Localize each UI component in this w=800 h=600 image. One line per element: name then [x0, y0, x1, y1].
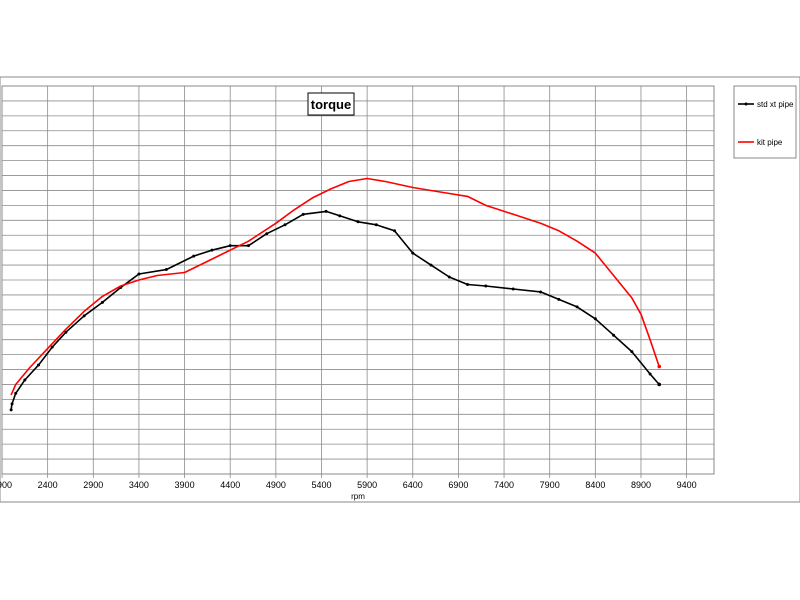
data-point — [64, 330, 68, 334]
data-point — [539, 290, 543, 294]
data-point — [648, 372, 652, 376]
legend-box — [733, 85, 797, 159]
data-point — [265, 232, 269, 236]
data-point — [37, 363, 41, 367]
legend-label: std xt pipe — [757, 100, 794, 109]
data-point — [557, 297, 561, 301]
x-axis-tick-labels: 1900 2400 2900 3400 3900 4400 4900 5400 5900 6400… — [0, 474, 697, 490]
legend-marker — [744, 102, 748, 106]
data-point — [466, 282, 470, 286]
x-tick-label: 6400 — [403, 480, 423, 490]
x-tick-label: 1900 — [0, 480, 12, 490]
series-line — [10, 210, 660, 410]
chart-area-frame — [0, 76, 800, 503]
x-tick-label: 3400 — [129, 480, 149, 490]
plot-area-border — [1, 85, 715, 475]
x-tick-label: 3900 — [175, 480, 195, 490]
data-point — [324, 209, 328, 213]
data-point — [100, 300, 104, 304]
x-tick-label: 7400 — [494, 480, 514, 490]
x-tick-label: 5400 — [311, 480, 331, 490]
x-tick-label: 4900 — [266, 480, 286, 490]
x-tick-label: 4400 — [220, 480, 240, 490]
data-point — [593, 317, 597, 321]
chart-title: torque — [311, 97, 351, 112]
data-point — [82, 314, 86, 318]
data-point — [301, 212, 305, 216]
data-point — [137, 272, 141, 276]
data-point — [164, 268, 168, 272]
data-point — [246, 244, 250, 248]
data-point — [612, 333, 616, 337]
x-tick-label: 5900 — [357, 480, 377, 490]
x-tick-label: 2400 — [38, 480, 58, 490]
data-point — [630, 350, 634, 354]
data-point — [393, 229, 397, 233]
series-end-point — [657, 382, 662, 387]
x-tick-label: 7900 — [540, 480, 560, 490]
data-point — [447, 275, 451, 279]
data-point — [192, 254, 196, 258]
x-tick-label: 8400 — [585, 480, 605, 490]
gridlines — [2, 86, 714, 474]
data-point — [411, 251, 415, 255]
data-point — [23, 378, 27, 382]
data-point — [429, 263, 433, 267]
data-point — [228, 244, 232, 248]
data-point — [484, 284, 488, 288]
chart-title-box — [307, 92, 355, 116]
data-point — [338, 214, 342, 218]
data-point — [575, 305, 579, 309]
data-point — [9, 408, 13, 412]
x-tick-label: 8900 — [631, 480, 651, 490]
series-line — [10, 177, 660, 396]
data-point — [283, 223, 287, 227]
x-tick-label: 2900 — [83, 480, 103, 490]
data-point — [511, 287, 515, 291]
data-point — [210, 248, 214, 252]
data-point — [374, 223, 378, 227]
data-point — [14, 391, 18, 395]
x-axis-title: rpm — [351, 492, 365, 501]
x-tick-label: 9400 — [677, 480, 697, 490]
legend: std xt pipe kit pipe — [738, 100, 794, 147]
series-lines — [9, 177, 662, 412]
x-tick-label: 6900 — [448, 480, 468, 490]
data-point — [356, 220, 360, 224]
data-point — [50, 345, 54, 349]
series-end-point — [657, 364, 662, 369]
legend-label: kit pipe — [757, 138, 783, 147]
data-point — [10, 402, 14, 406]
